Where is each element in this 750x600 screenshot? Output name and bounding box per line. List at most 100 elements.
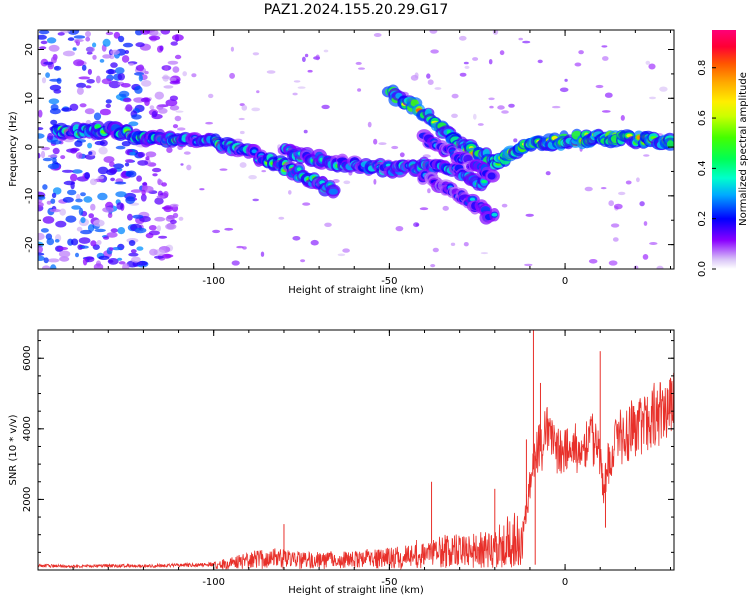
heatmap-cell <box>117 257 123 261</box>
heatmap-cell <box>102 207 114 213</box>
heatmap-cell <box>141 184 148 192</box>
heatmap-cell <box>93 263 104 269</box>
heatmap-cell <box>518 37 523 41</box>
heatmap-cell <box>166 147 173 153</box>
heatmap-cell <box>144 71 149 75</box>
colorbar-tick-label: 0.2 <box>697 211 708 227</box>
heatmap-cell <box>125 196 136 205</box>
heatmap-cell <box>79 103 87 108</box>
heatmap-cell <box>53 89 62 94</box>
heatmap-cell <box>85 46 95 53</box>
heatmap-cell <box>208 93 214 99</box>
heatmap-cell <box>584 186 593 192</box>
heatmap-cell <box>78 207 84 216</box>
heatmap-cell <box>488 59 493 65</box>
heatmap-cell <box>141 189 146 196</box>
heatmap-cell <box>358 67 365 70</box>
heatmap-cell <box>38 30 50 35</box>
heatmap-cell <box>489 105 494 109</box>
heatmap-cell <box>110 228 119 233</box>
heatmap-cell <box>140 97 151 103</box>
heatmap-cell <box>559 87 569 93</box>
heatmap-cell <box>38 195 46 200</box>
heatmap-cell <box>59 256 70 262</box>
heatmap-cell <box>636 177 640 183</box>
heatmap-cell <box>75 252 79 258</box>
heatmap-cell <box>126 170 137 178</box>
heatmap-cell <box>154 255 164 259</box>
heatmap-cell <box>163 191 169 198</box>
heatmap-cell <box>115 145 126 150</box>
colorbar-tick-label: 0.6 <box>697 110 708 126</box>
heatmap-cell <box>199 188 205 191</box>
heatmap-cell <box>266 70 276 74</box>
heatmap-cell <box>105 99 112 104</box>
heatmap-cell <box>230 46 234 52</box>
heatmap-cell <box>134 85 143 94</box>
heatmap-cell <box>524 263 533 267</box>
heatmap-cell <box>118 35 125 43</box>
heatmap-cell <box>613 203 623 210</box>
heatmap-cell <box>47 154 58 158</box>
heatmap-cell <box>160 30 171 35</box>
heatmap-cell <box>620 115 625 121</box>
heatmap-cell <box>513 138 518 143</box>
heatmap-cell <box>81 64 87 71</box>
snr-panel: -100 -50 0 2000 4000 6000 Height of straight… <box>8 329 675 596</box>
heatmap-cell <box>602 56 609 61</box>
heatmap-cell <box>154 216 166 222</box>
heatmap-cell <box>57 32 65 36</box>
heatmap-cell <box>355 61 362 65</box>
heatmap-cell <box>148 35 161 41</box>
heatmap-cell <box>649 242 658 245</box>
heatmap-cell <box>300 259 306 263</box>
heatmap-cell <box>61 169 74 173</box>
heatmap-cell <box>76 82 87 89</box>
heatmap-cell <box>648 63 656 70</box>
heatmap-cell <box>73 59 85 67</box>
heatmap-cell <box>41 77 47 84</box>
heatmap-cell <box>101 78 112 85</box>
heatmap-cell <box>451 93 459 99</box>
heatmap-cell <box>76 226 83 232</box>
heatmap-cell <box>93 219 105 227</box>
heatmap-cell <box>66 148 78 153</box>
x-tick-label: 0 <box>562 577 568 588</box>
heatmap-cell <box>288 190 292 195</box>
heatmap-cell <box>82 258 88 266</box>
heatmap-cell <box>98 255 110 260</box>
colorbar: 0.0 0.2 0.4 0.6 0.8 Normalized spectral ampl… <box>697 30 749 277</box>
heatmap-cell <box>80 217 86 224</box>
heatmap-cell <box>427 79 434 85</box>
heatmap-cell <box>95 75 101 84</box>
heatmap-cell <box>88 151 93 155</box>
heatmap-cell <box>163 85 174 89</box>
x-tick-label: -100 <box>202 276 225 287</box>
heatmap-cell <box>427 188 431 194</box>
colorbar-tick-label: 0.4 <box>697 160 708 176</box>
heatmap-cell <box>137 151 145 158</box>
heatmap-cell <box>251 149 257 154</box>
heatmap-cell <box>373 33 382 37</box>
heatmap-cell <box>92 42 97 48</box>
heatmap-cell <box>163 205 173 213</box>
heatmap-cell <box>114 181 127 185</box>
heatmap-cell <box>473 113 477 120</box>
heatmap-cell <box>87 68 92 75</box>
heatmap-cell <box>47 163 60 170</box>
heatmap-cell <box>96 240 102 245</box>
heatmap-cell <box>43 257 49 264</box>
heatmap-cell <box>47 132 54 141</box>
heatmap-cell <box>419 207 429 211</box>
heatmap-cell <box>169 77 177 82</box>
heatmap-cell <box>105 69 117 75</box>
heatmap-cell <box>49 84 62 91</box>
heatmap-cell <box>60 155 66 160</box>
heatmap-cell <box>430 49 439 54</box>
heatmap-cell <box>608 260 618 266</box>
heatmap-cell <box>170 41 178 46</box>
heatmap-cell <box>129 151 136 156</box>
heatmap-cell <box>108 80 121 89</box>
heatmap-cell <box>54 239 60 243</box>
